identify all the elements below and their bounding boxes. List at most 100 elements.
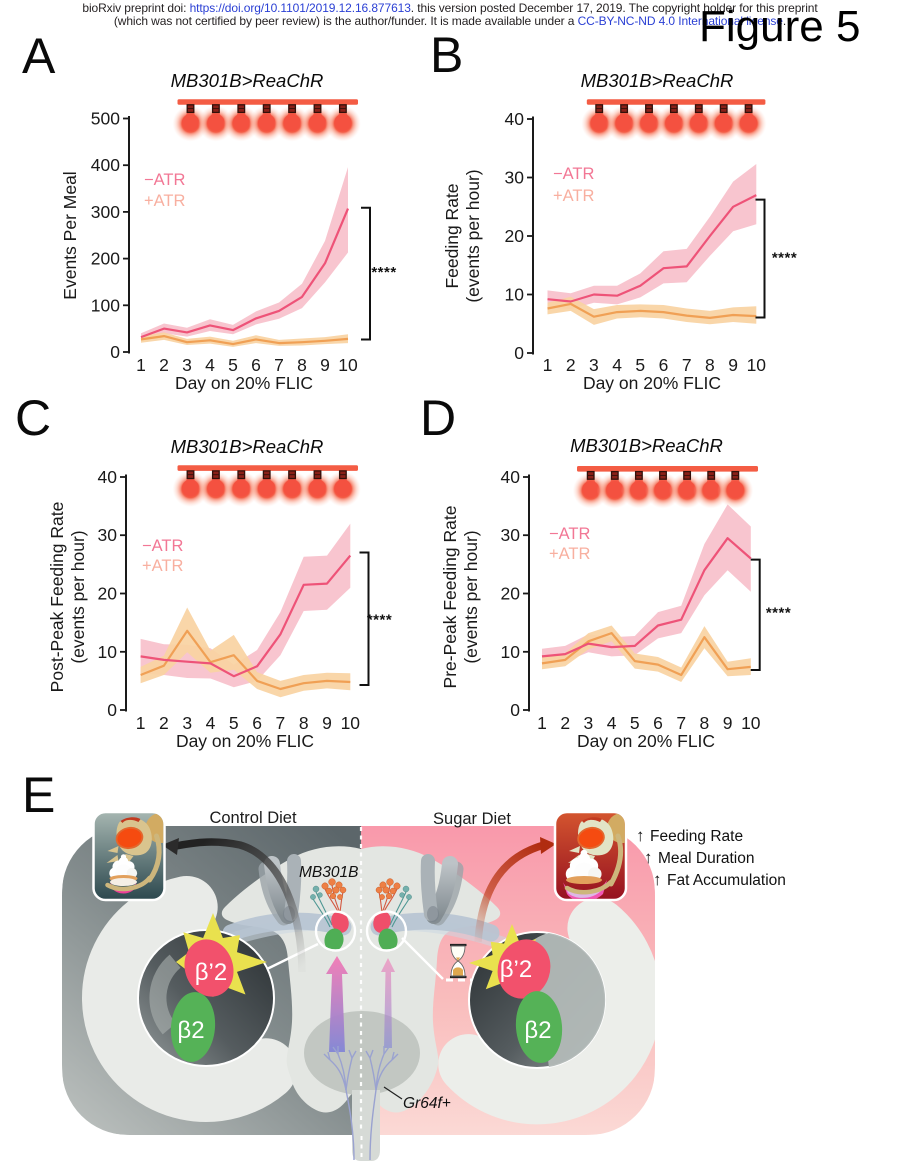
svg-text:0: 0 xyxy=(107,700,117,720)
svg-text:↑: ↑ xyxy=(644,848,653,867)
svg-text:5: 5 xyxy=(630,713,640,733)
svg-text:6: 6 xyxy=(251,355,261,375)
svg-text:1: 1 xyxy=(537,713,547,733)
svg-text:3: 3 xyxy=(584,713,594,733)
svg-text:5: 5 xyxy=(635,355,645,375)
svg-text:β’2: β’2 xyxy=(500,956,532,983)
svg-text:2: 2 xyxy=(159,713,169,733)
svg-text:−ATR: −ATR xyxy=(549,525,590,543)
svg-text:8: 8 xyxy=(700,713,710,733)
svg-text:0: 0 xyxy=(514,343,524,363)
svg-text:Feeding Rate: Feeding Rate xyxy=(650,828,743,845)
svg-text:3: 3 xyxy=(182,713,192,733)
svg-text:MB301B>ReaChR: MB301B>ReaChR xyxy=(581,70,734,91)
svg-text:6: 6 xyxy=(659,355,669,375)
svg-text:Fat Accumulation: Fat Accumulation xyxy=(667,872,786,889)
svg-text:200: 200 xyxy=(91,249,120,269)
svg-text:+ATR: +ATR xyxy=(142,557,183,575)
svg-text:40: 40 xyxy=(98,467,118,487)
svg-text:−ATR: −ATR xyxy=(553,165,594,183)
svg-text:Day on 20% FLIC: Day on 20% FLIC xyxy=(577,731,715,751)
svg-text:0: 0 xyxy=(110,342,120,362)
svg-text:4: 4 xyxy=(206,713,216,733)
svg-text:****: **** xyxy=(772,250,797,267)
svg-text:100: 100 xyxy=(91,295,120,315)
svg-text:+ATR: +ATR xyxy=(553,187,594,205)
svg-text:20: 20 xyxy=(505,226,525,246)
svg-text:7: 7 xyxy=(676,713,686,733)
svg-text:****: **** xyxy=(367,612,392,629)
svg-text:3: 3 xyxy=(182,355,192,375)
svg-text:40: 40 xyxy=(505,109,525,129)
svg-text:Day on 20% FLIC: Day on 20% FLIC xyxy=(175,373,313,393)
svg-text:2: 2 xyxy=(560,713,570,733)
svg-text:20: 20 xyxy=(98,584,118,604)
svg-text:2: 2 xyxy=(159,355,169,375)
svg-text:7: 7 xyxy=(682,355,692,375)
svg-text:−ATR: −ATR xyxy=(144,171,185,189)
svg-text:Control Diet: Control Diet xyxy=(209,809,297,827)
svg-text:10: 10 xyxy=(741,713,761,733)
svg-text:30: 30 xyxy=(98,525,118,545)
svg-text:8: 8 xyxy=(297,355,307,375)
svg-text:1: 1 xyxy=(136,355,146,375)
svg-text:β2: β2 xyxy=(524,1017,551,1044)
svg-text:4: 4 xyxy=(612,355,622,375)
svg-text:10: 10 xyxy=(98,642,118,662)
svg-text:40: 40 xyxy=(501,467,521,487)
svg-text:MB301B>ReaChR: MB301B>ReaChR xyxy=(171,436,324,457)
svg-text:300: 300 xyxy=(91,202,120,222)
svg-text:Gr64f+: Gr64f+ xyxy=(403,1095,451,1112)
svg-text:D: D xyxy=(420,390,456,446)
svg-text:Feeding Rate: Feeding Rate xyxy=(442,183,462,288)
svg-text:****: **** xyxy=(371,264,396,281)
svg-text:A: A xyxy=(22,28,56,84)
svg-text:1: 1 xyxy=(136,713,146,733)
svg-text:10: 10 xyxy=(505,285,525,305)
svg-text:MB301B>ReaChR: MB301B>ReaChR xyxy=(171,70,324,91)
svg-text:(events per hour): (events per hour) xyxy=(461,530,481,663)
svg-text:MB301B>ReaChR: MB301B>ReaChR xyxy=(570,435,723,456)
svg-text:5: 5 xyxy=(229,713,239,733)
svg-text:C: C xyxy=(15,390,51,446)
svg-text:Post-Peak Feeding Rate: Post-Peak Feeding Rate xyxy=(47,502,67,693)
svg-text:5: 5 xyxy=(228,355,238,375)
svg-text:7: 7 xyxy=(274,355,284,375)
svg-text:9: 9 xyxy=(728,355,738,375)
svg-text:B: B xyxy=(430,27,463,83)
svg-text:β2: β2 xyxy=(177,1017,204,1044)
svg-text:10: 10 xyxy=(338,355,358,375)
svg-text:20: 20 xyxy=(501,584,521,604)
svg-text:8: 8 xyxy=(705,355,715,375)
svg-text:Day on 20% FLIC: Day on 20% FLIC xyxy=(176,731,314,751)
svg-text:9: 9 xyxy=(322,713,332,733)
svg-text:10: 10 xyxy=(341,713,361,733)
svg-text:Sugar Diet: Sugar Diet xyxy=(433,810,511,828)
svg-text:1: 1 xyxy=(543,355,553,375)
svg-text:β’2: β’2 xyxy=(195,959,227,986)
svg-text:E: E xyxy=(22,767,55,823)
svg-text:4: 4 xyxy=(205,355,215,375)
svg-text:400: 400 xyxy=(91,155,120,175)
svg-text:(events per hour): (events per hour) xyxy=(463,169,483,302)
svg-text:30: 30 xyxy=(505,168,525,188)
svg-text:Day on 20% FLIC: Day on 20% FLIC xyxy=(583,373,721,393)
svg-text:Pre-Peak Feeding Rate: Pre-Peak Feeding Rate xyxy=(440,506,460,689)
svg-text:8: 8 xyxy=(299,713,309,733)
svg-text:10: 10 xyxy=(747,355,767,375)
svg-text:+ATR: +ATR xyxy=(549,545,590,563)
svg-text:0: 0 xyxy=(510,700,520,720)
svg-text:4: 4 xyxy=(607,713,617,733)
svg-text:9: 9 xyxy=(320,355,330,375)
svg-text:30: 30 xyxy=(501,525,521,545)
svg-text:6: 6 xyxy=(252,713,262,733)
svg-text:−ATR: −ATR xyxy=(142,537,183,555)
svg-text:Events Per Meal: Events Per Meal xyxy=(60,171,80,299)
svg-text:MB301B: MB301B xyxy=(299,864,358,881)
svg-text:(events per hour): (events per hour) xyxy=(68,530,88,663)
svg-text:6: 6 xyxy=(653,713,663,733)
svg-text:7: 7 xyxy=(276,713,286,733)
svg-text:10: 10 xyxy=(501,642,521,662)
svg-text:500: 500 xyxy=(91,109,120,129)
svg-text:↑: ↑ xyxy=(653,870,662,889)
